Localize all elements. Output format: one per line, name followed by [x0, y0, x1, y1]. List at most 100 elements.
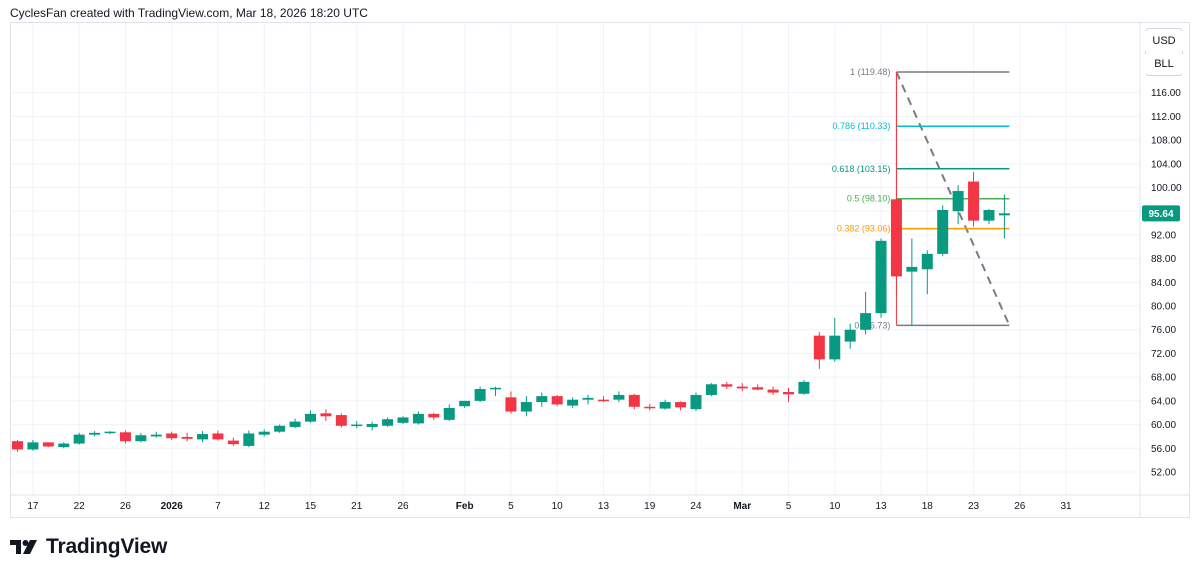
y-tick-label: 92.00 — [1151, 230, 1176, 241]
candle-body — [258, 431, 270, 435]
candle-body — [736, 386, 748, 389]
candle-body — [551, 396, 563, 405]
candle-body — [875, 240, 887, 314]
candle — [397, 416, 409, 424]
candle-body — [644, 406, 656, 409]
y-tick-label: 108.00 — [1151, 136, 1182, 147]
candle-body — [382, 419, 394, 426]
time-axis[interactable]: 17 22 26 2026 7 12 15 21 26 Feb 5 10 13 19 24 Mar 5 10 13 1… — [27, 501, 1072, 512]
candle — [289, 418, 301, 429]
candle — [952, 185, 964, 225]
y-tick-label: 88.00 — [1151, 254, 1176, 265]
x-tick-label: 24 — [690, 501, 702, 512]
candle-body — [89, 432, 101, 435]
candle — [89, 431, 101, 437]
candle-body — [412, 413, 424, 424]
currency-usd-button[interactable]: USD — [1145, 31, 1183, 51]
x-tick-label: 17 — [27, 501, 39, 512]
candle-body — [890, 199, 902, 277]
price-axis[interactable]: 52.00 56.00 60.00 64.00 68.00 72.00 76.00 80.00… — [1151, 88, 1182, 478]
candle-body — [582, 397, 594, 400]
candle — [166, 431, 178, 440]
x-tick-label: 22 — [74, 501, 86, 512]
candle — [813, 332, 825, 369]
x-tick-label: 26 — [120, 501, 132, 512]
candle-body — [505, 397, 517, 412]
candle-body — [520, 402, 532, 412]
candle-body — [474, 389, 486, 401]
candle-body — [597, 399, 609, 402]
x-tick-label: 23 — [968, 501, 980, 512]
candle-body — [752, 387, 764, 390]
candle — [258, 429, 270, 437]
candle — [736, 383, 748, 392]
tradingview-logo[interactable]: TradingView — [10, 535, 167, 558]
fib-level-label: 0.618 (103.15) — [832, 164, 891, 174]
candle — [675, 401, 687, 411]
candle — [520, 396, 532, 417]
candle-body — [366, 423, 378, 427]
candle — [119, 430, 131, 444]
y-tick-label: 64.00 — [1151, 396, 1176, 407]
tradingview-logo-icon — [10, 540, 37, 554]
candle — [459, 400, 471, 408]
candlestick-chart[interactable]: 1 (119.48) 0.786 (110.33) 0.618 (103.15) 0.… — [0, 0, 1200, 530]
x-tick-label: 13 — [875, 501, 887, 512]
candle — [890, 72, 902, 296]
candle-body — [166, 433, 178, 439]
candle — [829, 317, 841, 362]
candle-body — [351, 424, 363, 427]
candle-body — [937, 209, 949, 254]
candle-body — [304, 413, 316, 422]
x-tick-label: 18 — [922, 501, 934, 512]
candle — [860, 291, 872, 335]
candle — [536, 392, 548, 407]
candle — [197, 431, 209, 443]
x-tick-label: 21 — [351, 501, 363, 512]
candle-body — [983, 209, 995, 221]
candle — [335, 413, 347, 428]
fib-level-label: 0.786 (110.33) — [833, 121, 891, 131]
x-tick-label: 26 — [397, 501, 409, 512]
candles — [12, 72, 1010, 452]
candle-body — [459, 400, 471, 407]
candle — [597, 396, 609, 403]
candle-body — [675, 402, 687, 408]
candle-body — [628, 394, 640, 407]
candle — [937, 205, 949, 257]
chart-frame — [10, 22, 1190, 518]
x-tick-label: 10 — [829, 501, 841, 512]
candle-body — [690, 394, 702, 410]
x-tick-label: 5 — [508, 501, 514, 512]
candle — [412, 411, 424, 425]
candle — [644, 403, 656, 411]
candle-body — [767, 389, 779, 393]
candle — [998, 194, 1010, 239]
candle — [906, 238, 918, 326]
candle — [42, 442, 54, 448]
candle-body — [860, 313, 872, 330]
candle — [767, 386, 779, 395]
y-tick-label: 116.00 — [1151, 88, 1181, 99]
candle-body — [613, 394, 625, 400]
candle — [628, 393, 640, 410]
candle — [104, 431, 116, 435]
candle — [659, 399, 671, 410]
fibonacci-retracement[interactable]: 1 (119.48) 0.786 (110.33) 0.618 (103.15) 0.… — [832, 67, 1011, 330]
x-tick-label: 31 — [1060, 501, 1072, 512]
candle-body — [335, 415, 347, 426]
candle — [443, 404, 455, 422]
symbol-button[interactable]: BLL — [1145, 54, 1183, 74]
candle-body — [443, 407, 455, 420]
candle — [474, 386, 486, 403]
candle — [212, 430, 224, 441]
candle-body — [705, 384, 717, 395]
y-tick-label: 52.00 — [1151, 468, 1176, 479]
grid-lines — [11, 23, 1189, 517]
fib-trend-line[interactable] — [895, 71, 1011, 326]
candle-body — [212, 433, 224, 440]
candle — [135, 432, 147, 443]
candle — [921, 250, 933, 295]
candle — [243, 430, 255, 448]
candle — [567, 397, 579, 408]
